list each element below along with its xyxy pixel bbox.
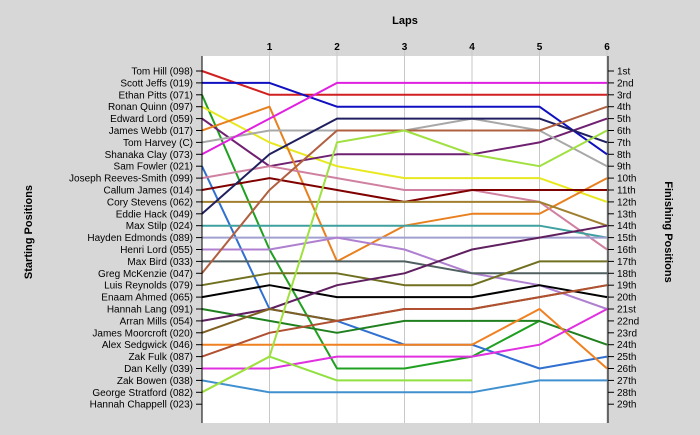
finishing-position-label: 12th xyxy=(617,197,636,208)
driver-label: Arran Mills (054) xyxy=(120,316,193,327)
driver-label: Enaam Ahmed (065) xyxy=(101,293,193,304)
y-axis-label-right: Finishing Positions xyxy=(662,181,674,282)
series-line xyxy=(201,105,608,203)
driver-label: Max Stilp (024) xyxy=(126,221,193,232)
finishing-position-label: 25th xyxy=(617,352,636,363)
finishing-position-label: 8th xyxy=(617,150,631,161)
series-line xyxy=(202,224,608,239)
driver-label: Cory Stevens (062) xyxy=(107,197,193,208)
series-line xyxy=(201,308,608,346)
driver-label: James Moorcroft (020) xyxy=(92,328,193,339)
driver-label: Eddie Hack (049) xyxy=(116,209,193,220)
finishing-position-label: 9th xyxy=(617,162,631,173)
finishing-position-label: 27th xyxy=(617,376,636,387)
lap-tick-label: 5 xyxy=(537,42,543,53)
finishing-position-label: 14th xyxy=(617,221,636,232)
driver-label: Sam Fowler (021) xyxy=(114,162,193,173)
chart-title: Laps xyxy=(392,15,418,27)
series-line xyxy=(201,379,607,394)
finishing-position-label: 29th xyxy=(617,400,636,411)
finishing-position-label: 13th xyxy=(617,209,636,220)
driver-label: Henri Lord (055) xyxy=(120,245,193,256)
driver-label: Luis Reynolds (079) xyxy=(104,281,193,292)
finishing-position-label: 21st xyxy=(617,305,636,316)
driver-label: George Stratford (082) xyxy=(92,388,193,399)
series-line xyxy=(202,81,608,156)
driver-label: Zak Bowen (038) xyxy=(117,376,193,387)
driver-label: Max Bird (033) xyxy=(127,257,193,268)
series-line xyxy=(201,284,608,299)
finishing-position-label: 5th xyxy=(617,114,631,125)
finishing-position-label: 24th xyxy=(617,340,636,351)
driver-label: Ethan Pitts (071) xyxy=(119,90,193,101)
driver-label: Greg McKenzie (047) xyxy=(98,269,193,280)
lap-gridlines xyxy=(269,50,608,423)
series-line xyxy=(201,260,607,287)
series-lines xyxy=(201,70,608,394)
finishing-position-label: 16th xyxy=(617,245,636,256)
finishing-position-label: 10th xyxy=(617,174,636,185)
driver-label: Tom Harvey (C) xyxy=(123,138,193,149)
series-line xyxy=(202,260,607,275)
finishing-position-label: 28th xyxy=(617,388,636,399)
driver-label: James Webb (017) xyxy=(109,126,193,137)
finishing-position-label: 7th xyxy=(617,138,631,149)
driver-label: Edward Lord (059) xyxy=(110,114,193,125)
lap-tick-label: 2 xyxy=(334,42,340,53)
driver-label: Callum James (014) xyxy=(104,186,193,197)
finishing-position-label: 20th xyxy=(617,293,636,304)
driver-label: Hayden Edmonds (089) xyxy=(87,233,193,244)
finishing-position-label: 23rd xyxy=(617,328,637,339)
series-line xyxy=(201,129,608,394)
driver-label: Alex Sedgwick (046) xyxy=(102,340,193,351)
series-line xyxy=(201,81,607,156)
driver-label: Ronan Quinn (097) xyxy=(108,102,193,113)
series-line xyxy=(202,200,608,227)
finishing-position-label: 3rd xyxy=(617,90,631,101)
driver-label: Joseph Reeves-Smith (099) xyxy=(69,174,193,185)
finishing-position-label: 19th xyxy=(617,281,636,292)
driver-label: Scott Jeffs (019) xyxy=(120,78,193,89)
finishing-position-label: 17th xyxy=(617,257,636,268)
finishing-position-label: 18th xyxy=(617,269,636,280)
finishing-position-label: 15th xyxy=(617,233,636,244)
finishing-position-label: 11th xyxy=(617,186,636,197)
series-line xyxy=(201,117,608,215)
series-line xyxy=(202,308,608,370)
driver-label: Tom Hill (098) xyxy=(131,67,193,78)
series-line xyxy=(201,94,540,370)
series-line xyxy=(202,308,608,370)
driver-label: Hannah Chappell (023) xyxy=(90,400,193,411)
finishing-position-label: 6th xyxy=(617,126,631,137)
lap-tick-label: 4 xyxy=(469,42,475,53)
finishing-position-label: 26th xyxy=(617,364,636,375)
driver-label: Dan Kelly (039) xyxy=(124,364,193,375)
series-line xyxy=(201,70,607,96)
finishing-position-label: 4th xyxy=(617,102,631,113)
driver-label: Hannah Lang (091) xyxy=(107,305,193,316)
driver-label: Zak Fulk (087) xyxy=(129,352,193,363)
lap-tick-label: 3 xyxy=(402,42,408,53)
y-axis-label-left: Starting Positions xyxy=(23,185,35,279)
finishing-position-label: 2nd xyxy=(617,78,634,89)
finishing-position-labels: 1st2nd3rd4th5th6th7th8th9th10th11th12th1… xyxy=(608,67,639,411)
lap-tick-labels: 1 2 3 4 5 6 xyxy=(267,42,611,53)
finishing-position-label: 22nd xyxy=(617,316,639,327)
starting-position-labels: Tom Hill (098)Scott Jeffs (019)Ethan Pit… xyxy=(69,67,202,411)
lap-tick-label: 6 xyxy=(604,42,610,53)
driver-label: Shanaka Clay (073) xyxy=(105,150,193,161)
finishing-position-label: 1st xyxy=(617,67,631,78)
lap-tick-label: 1 xyxy=(267,42,273,53)
series-line xyxy=(201,284,608,358)
